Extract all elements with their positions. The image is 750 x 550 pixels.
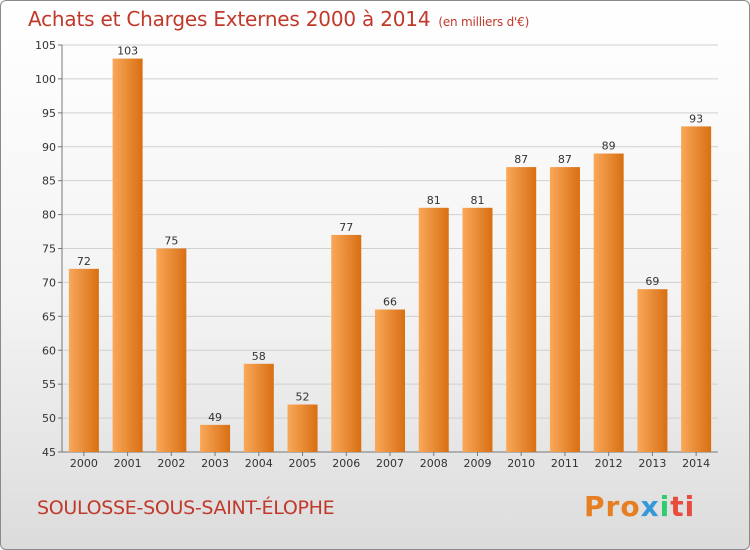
- bar-2014: [681, 126, 712, 453]
- data-label: 77: [339, 221, 353, 234]
- brand-logo: Proxiti: [584, 490, 695, 523]
- y-tick-label: 95: [42, 107, 56, 120]
- x-tick-label: 2009: [463, 457, 491, 470]
- bar-2007: [375, 309, 405, 452]
- bar-2011: [549, 167, 580, 452]
- x-tick-label: 2008: [420, 457, 448, 470]
- data-label: 81: [470, 194, 484, 207]
- x-tick-label: 2013: [638, 457, 666, 470]
- chart-title: Achats et Charges Externes 2000 à 2014 (e…: [28, 7, 529, 31]
- chart-title-text: Achats et Charges Externes 2000 à 2014: [28, 7, 431, 31]
- y-tick-label: 75: [42, 243, 56, 256]
- y-tick-labels: 45 50 55 60 65 70 75 80 85 90 95 100 105: [35, 39, 56, 459]
- x-tick-labels: 2000 2001 2002 2003 2004 2005 2006 2007 2008 2009…: [70, 457, 710, 470]
- bar-2013: [637, 289, 668, 452]
- data-label: 75: [164, 235, 178, 248]
- x-tick-label: 2005: [289, 457, 317, 470]
- data-label: 93: [689, 112, 703, 125]
- brand-part-4: ti: [670, 490, 696, 523]
- data-label: 89: [602, 140, 616, 153]
- data-labels: 72 103 75 49 58 52 77 66 81 81 87 87 89 69 93: [77, 45, 703, 424]
- data-label: 49: [208, 411, 222, 424]
- x-tick-label: 2010: [507, 457, 535, 470]
- bar-2004: [243, 363, 274, 452]
- data-label: 58: [252, 350, 266, 363]
- data-label: 66: [383, 296, 397, 309]
- data-label: 87: [514, 153, 528, 166]
- data-label: 69: [645, 275, 659, 288]
- bar-2009: [462, 207, 493, 452]
- brand-part-1: Pro: [584, 490, 641, 523]
- y-tick-label: 45: [42, 446, 56, 459]
- brand-part-2: x: [640, 490, 660, 523]
- x-tick-label: 2000: [70, 457, 98, 470]
- bar-2002: [156, 248, 187, 452]
- x-tick-label: 2006: [332, 457, 360, 470]
- brand-part-3: i: [659, 490, 671, 523]
- bar-2001: [112, 58, 143, 453]
- y-tick-label: 55: [42, 378, 56, 391]
- y-tick-label: 70: [42, 276, 56, 289]
- bar-2012: [593, 153, 624, 453]
- x-tick-label: 2004: [245, 457, 273, 470]
- x-tick-label: 2011: [551, 457, 579, 470]
- x-tick-label: 2001: [114, 457, 142, 470]
- bar-2008: [418, 207, 449, 452]
- data-label: 52: [296, 391, 310, 404]
- y-tick-label: 80: [42, 209, 56, 222]
- y-tick-label: 50: [42, 412, 56, 425]
- x-tick-label: 2012: [595, 457, 623, 470]
- y-tick-label: 100: [35, 73, 56, 86]
- y-tick-label: 90: [42, 141, 56, 154]
- y-tick-label: 65: [42, 310, 56, 323]
- chart-subtitle: (en milliers d'€): [438, 15, 530, 29]
- y-tick-label: 85: [42, 175, 56, 188]
- bars: [68, 58, 712, 453]
- bar-2003: [200, 424, 231, 452]
- bar-2010: [506, 167, 537, 452]
- data-label: 81: [427, 194, 441, 207]
- bar-2006: [331, 234, 362, 452]
- city-name: SOULOSSE-SOUS-SAINT-ÉLOPHE: [37, 497, 335, 519]
- data-label: 72: [77, 255, 91, 268]
- bar-2005: [287, 404, 318, 452]
- data-label: 87: [558, 153, 572, 166]
- x-tick-label: 2002: [157, 457, 185, 470]
- x-tick-label: 2007: [376, 457, 404, 470]
- y-tick-label: 105: [35, 39, 56, 52]
- y-tick-label: 60: [42, 344, 56, 357]
- data-label: 103: [117, 45, 138, 58]
- x-tick-label: 2014: [682, 457, 710, 470]
- x-tick-label: 2003: [201, 457, 229, 470]
- bar-2000: [68, 268, 99, 452]
